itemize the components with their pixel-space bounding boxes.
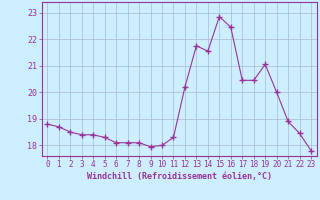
X-axis label: Windchill (Refroidissement éolien,°C): Windchill (Refroidissement éolien,°C) bbox=[87, 172, 272, 181]
